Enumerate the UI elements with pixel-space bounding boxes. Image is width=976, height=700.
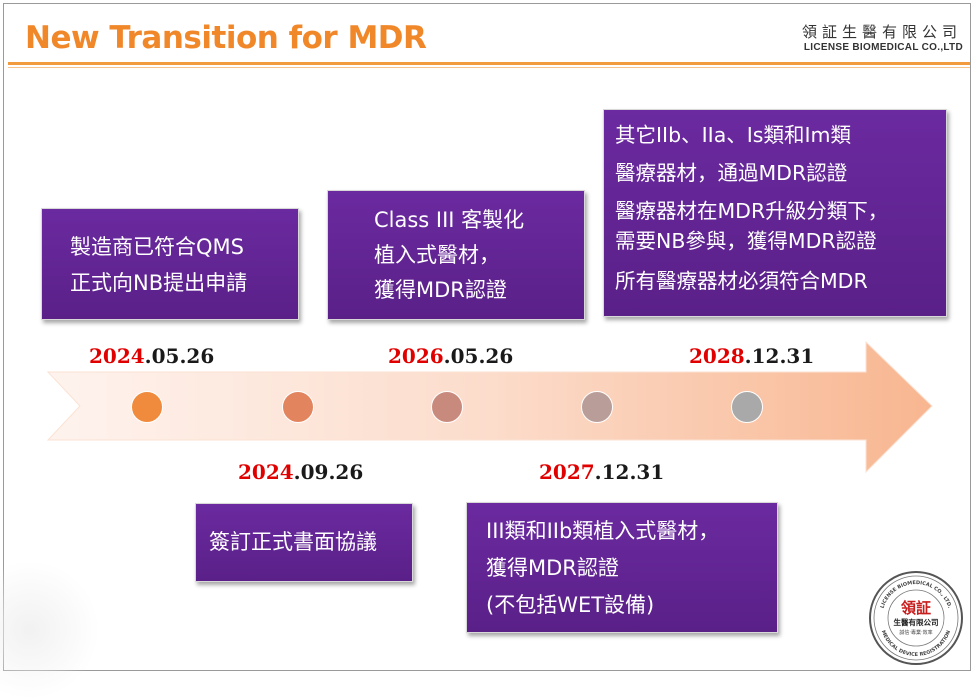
milestone-text-line: 簽訂正式書面協議 — [209, 530, 377, 554]
milestone-date: 2027.12.31 — [539, 460, 664, 484]
milestone-text-line: 醫療器材，通過MDR認證 — [615, 161, 848, 185]
timeline-dot — [431, 391, 463, 423]
milestone-text-line: 獲得MDR認證 — [486, 556, 619, 580]
milestone-date: 2024.05.26 — [89, 344, 214, 368]
date-month-day: .05.26 — [144, 344, 215, 368]
milestone-text-line: 獲得MDR認證 — [374, 278, 507, 302]
milestone-box: 其它IIb、IIa、Is類和Im類 醫療器材，通過MDR認證 醫療器材在MDR升… — [603, 109, 947, 317]
milestone-date: 2026.05.26 — [388, 344, 513, 368]
timeline-dot — [731, 391, 763, 423]
timeline-dot — [282, 391, 314, 423]
date-month-day: .12.31 — [744, 344, 815, 368]
date-year: 2027 — [539, 460, 595, 484]
date-month-day: .09.26 — [293, 460, 364, 484]
company-name-chinese: 領証生醫有限公司 — [801, 23, 962, 41]
company-seal-logo: LICENSE BIOMEDICAL CO., LTD. MEDICAL DEV… — [869, 571, 963, 665]
seal-center-mark: 領証 — [901, 599, 931, 617]
milestone-text-line: (不包括WET設備) — [486, 593, 655, 617]
date-month-day: .12.31 — [594, 460, 665, 484]
timeline-dot — [581, 391, 613, 423]
timeline-dot — [131, 391, 163, 423]
milestone-text-line: III類和IIb類植入式醫材， — [486, 519, 720, 543]
milestone-box: 簽訂正式書面協議 — [195, 503, 413, 582]
milestone-box: Class III 客製化 植入式醫材， 獲得MDR認證 — [327, 190, 585, 320]
date-year: 2024 — [89, 344, 145, 368]
seal-motto: 誠信‧專業‧效率 — [899, 629, 932, 636]
milestone-text-line: Class III 客製化 — [374, 208, 525, 232]
milestone-text-line: 醫療器材在MDR升級分類下， — [615, 199, 889, 223]
milestone-text-line: 植入式醫材， — [374, 243, 500, 267]
seal-name: 生醫有限公司 — [894, 617, 939, 627]
milestone-date: 2024.09.26 — [238, 460, 363, 484]
title-divider — [8, 62, 970, 65]
timeline-arrow — [46, 340, 933, 474]
milestone-text-line: 其它IIb、IIa、Is類和Im類 — [615, 123, 851, 147]
milestone-text-line: 所有醫療器材必須符合MDR — [615, 269, 868, 293]
milestone-text-line: 需要NB參與，獲得MDR認證 — [615, 229, 877, 253]
date-year: 2026 — [388, 344, 444, 368]
milestone-box: III類和IIb類植入式醫材， 獲得MDR認證 (不包括WET設備) — [466, 502, 778, 633]
milestone-text-line: 製造商已符合QMS — [70, 235, 244, 259]
date-year: 2028 — [689, 344, 745, 368]
milestone-box: 製造商已符合QMS 正式向NB提出申請 — [41, 208, 299, 320]
title-divider-thin — [8, 67, 970, 68]
date-year: 2024 — [238, 460, 294, 484]
milestone-text-line: 正式向NB提出申請 — [70, 271, 248, 295]
company-name-english: LICENSE BIOMEDICAL CO.,LTD — [803, 42, 963, 53]
milestone-date: 2028.12.31 — [689, 344, 814, 368]
slide-title: New Transition for MDR — [25, 20, 427, 56]
date-month-day: .05.26 — [443, 344, 514, 368]
